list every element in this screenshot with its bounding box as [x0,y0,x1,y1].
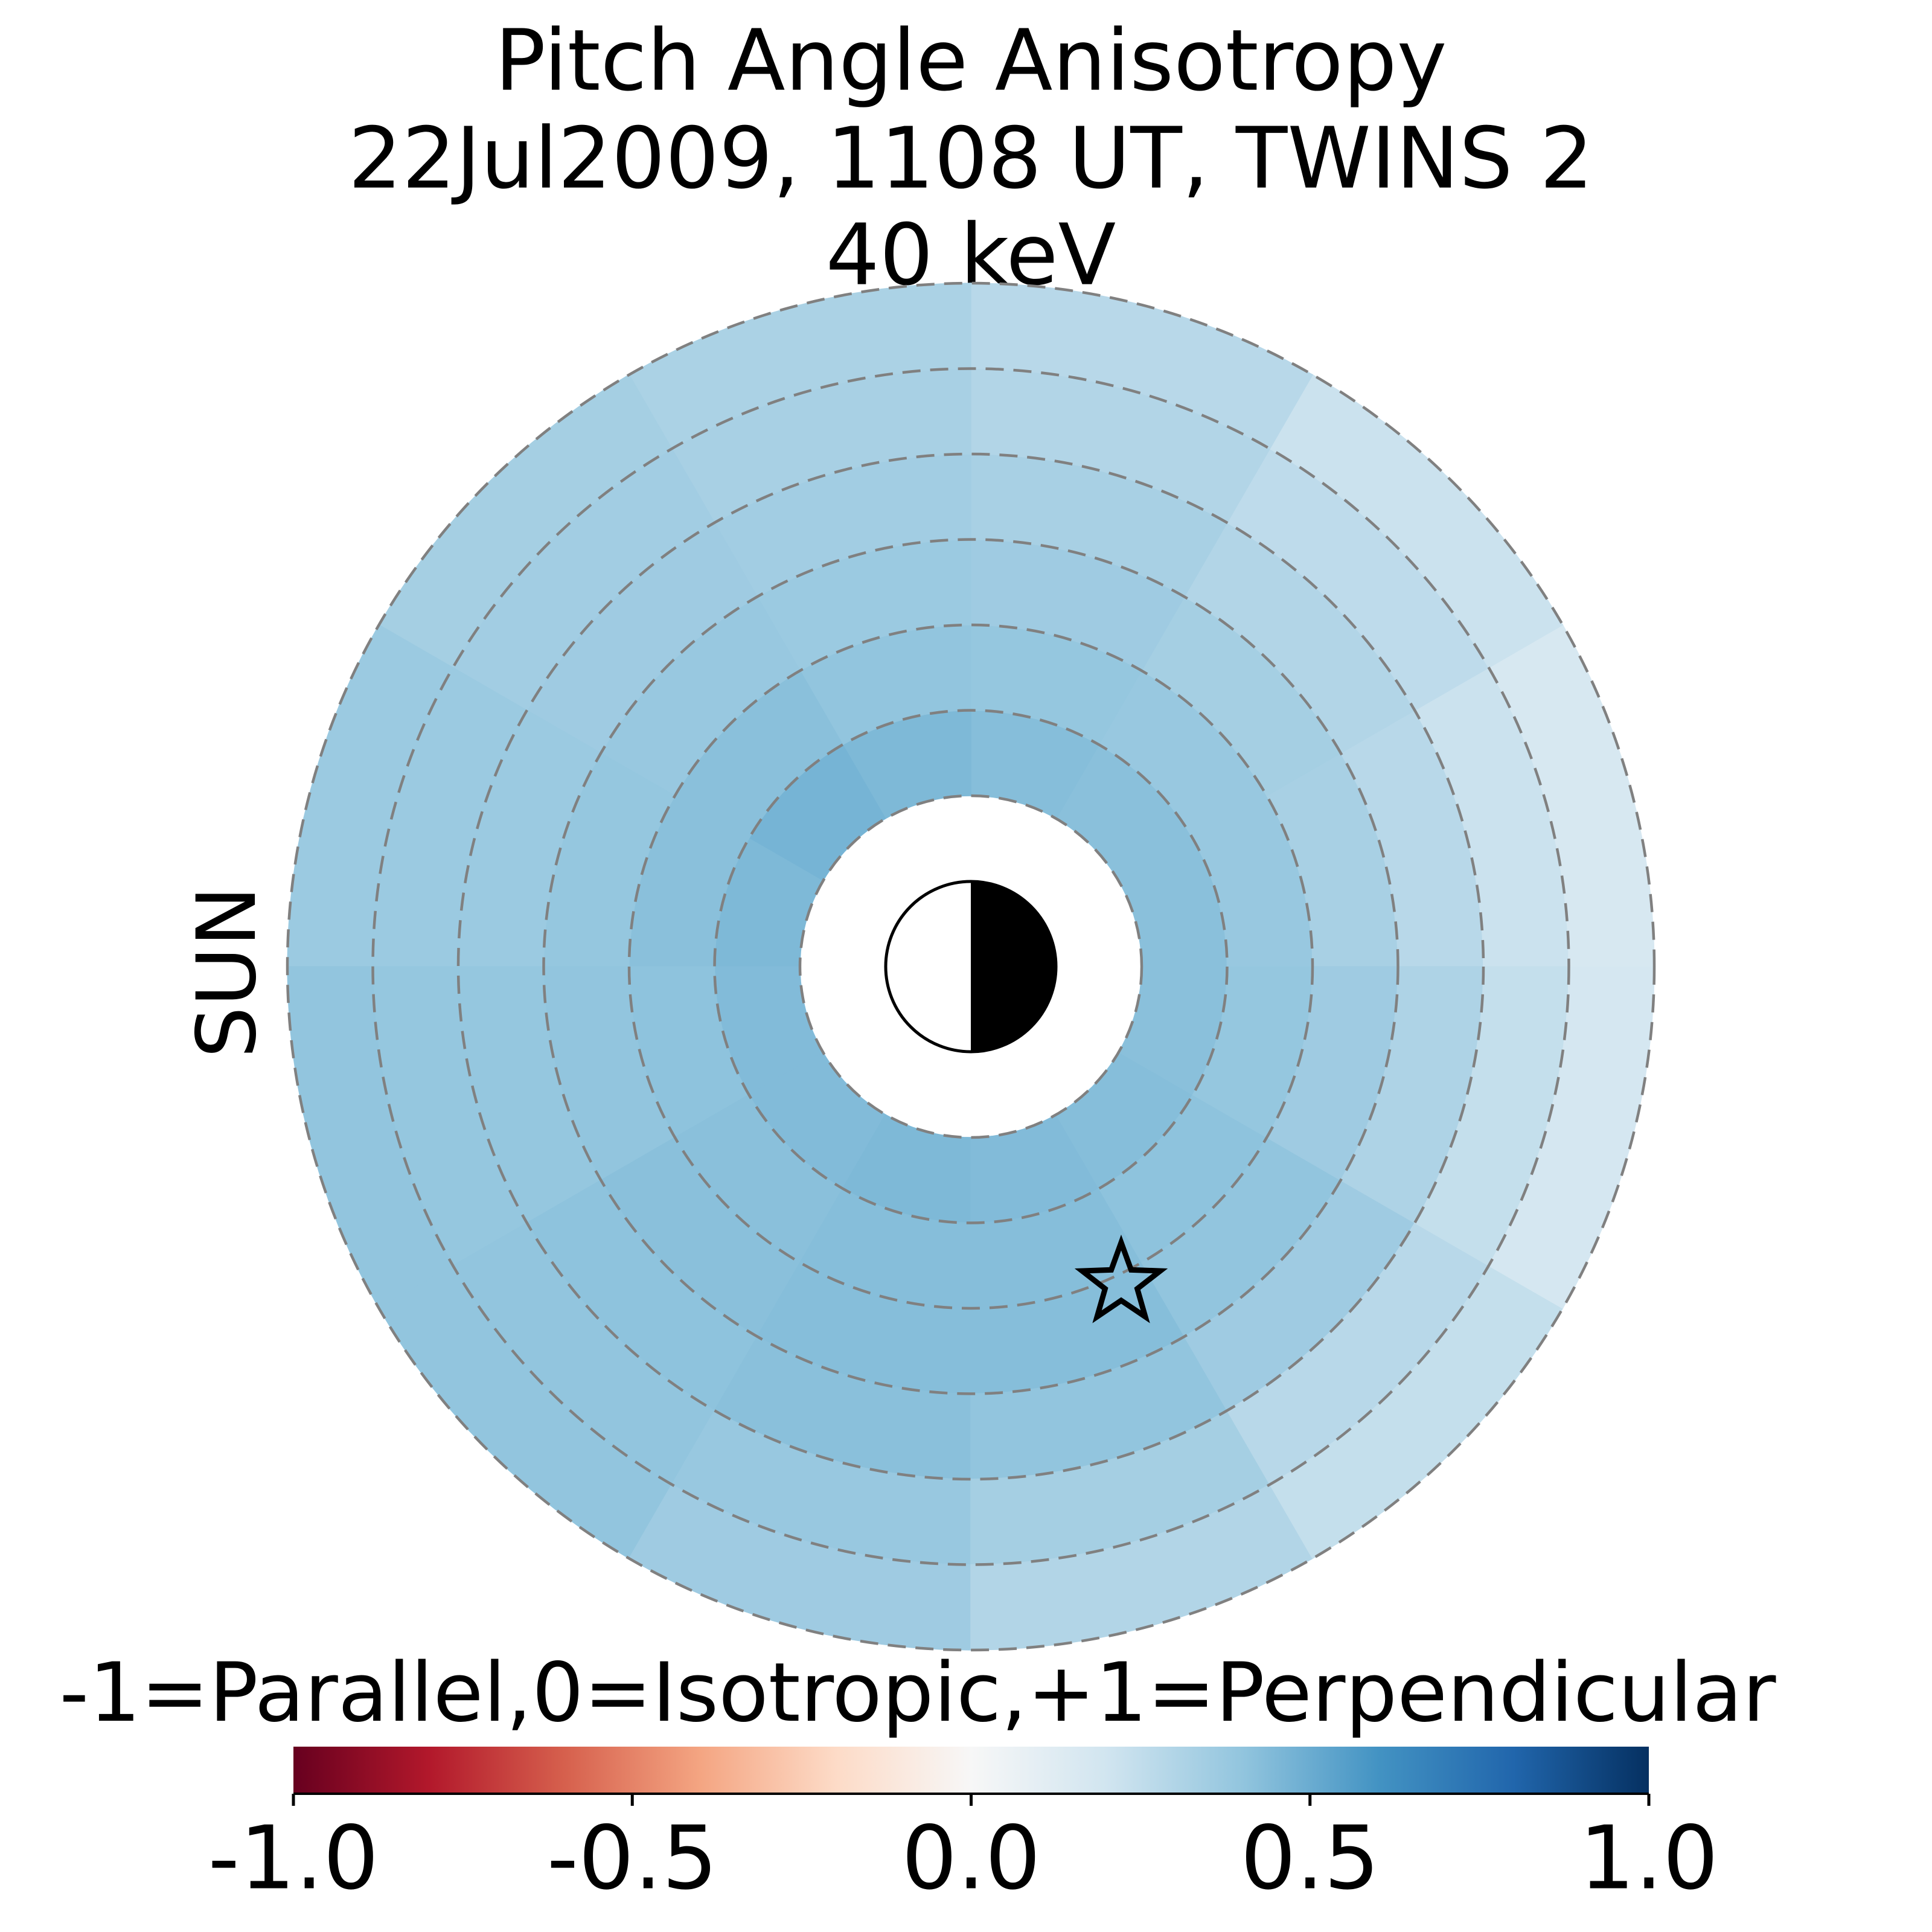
chart-title: Pitch Angle Anisotropy [495,12,1447,110]
grid [286,281,1656,1652]
colorbar-tick-label: 0.5 [1240,1808,1380,1910]
colorbar-axis: -1.0 -0.5 0.0 0.5 1.0 [208,1793,1719,1910]
colorbar [293,1747,1649,1794]
chart-subtitle: 22Jul2009, 1108 UT, TWINS 2 [348,110,1594,208]
range-ring [286,281,1656,1652]
colorbar-tick-label: 0.0 [901,1808,1041,1910]
earth [884,880,1058,1054]
range-ring [713,709,1229,1224]
range-ring [542,538,1399,1395]
sun-label: SUN [179,886,274,1058]
range-ring [798,794,1144,1139]
spacecraft-marker [1074,1234,1168,1323]
colorbar-tick-label: -1.0 [208,1808,379,1910]
colorbar-label: -1=Parallel,0=Isotropic,+1=Perpendicular [60,1645,1776,1740]
range-ring [371,367,1570,1566]
heatmap [287,283,1655,1651]
range-ring [456,452,1485,1481]
colorbar-tick-label: 1.0 [1579,1808,1719,1910]
range-ring [627,623,1314,1310]
colorbar-tick-label: -0.5 [547,1808,718,1910]
